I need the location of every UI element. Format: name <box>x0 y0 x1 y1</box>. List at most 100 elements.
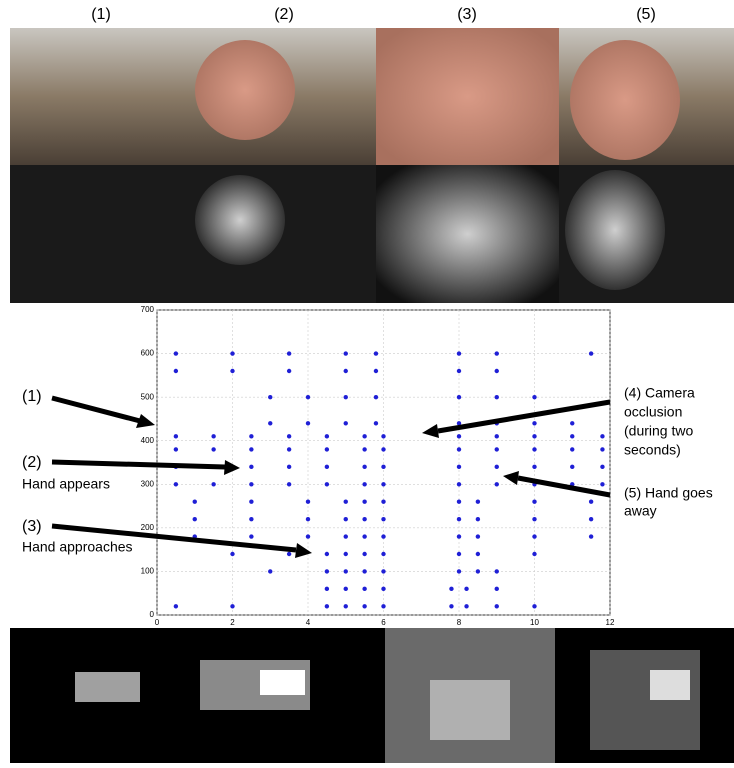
point <box>211 482 215 486</box>
point <box>381 482 385 486</box>
point <box>249 447 253 451</box>
panel-label: (1) <box>91 6 111 23</box>
point <box>457 395 461 399</box>
point <box>495 482 499 486</box>
figure: (1) (2) (3) (5) 024681012010020030040050… <box>0 0 734 763</box>
point <box>495 604 499 608</box>
photo <box>10 28 193 165</box>
point <box>230 369 234 373</box>
point <box>344 421 348 425</box>
point <box>174 604 178 608</box>
point <box>362 569 366 573</box>
y-tick-label: 0 <box>150 610 155 619</box>
point <box>532 604 536 608</box>
y-tick-label: 100 <box>141 567 155 576</box>
point <box>268 421 272 425</box>
point <box>287 482 291 486</box>
point <box>532 534 536 538</box>
annotation: (during two <box>624 423 693 439</box>
y-tick-label: 700 <box>141 305 155 314</box>
point <box>362 465 366 469</box>
point <box>325 465 329 469</box>
point <box>344 369 348 373</box>
point <box>457 500 461 504</box>
blob <box>260 670 305 695</box>
point <box>268 395 272 399</box>
panel-labels: (1) (2) (3) (5) <box>91 6 656 23</box>
blob <box>650 670 690 700</box>
point <box>325 482 329 486</box>
point <box>495 434 499 438</box>
point <box>306 534 310 538</box>
point <box>381 604 385 608</box>
panel-label: (5) <box>636 6 656 23</box>
point <box>449 604 453 608</box>
point <box>268 569 272 573</box>
y-tick-label: 600 <box>141 349 155 358</box>
point <box>464 604 468 608</box>
point <box>344 534 348 538</box>
point <box>174 447 178 451</box>
blob <box>430 680 510 740</box>
annotation: (1) <box>22 388 42 405</box>
point <box>287 552 291 556</box>
point <box>570 421 574 425</box>
point <box>344 587 348 591</box>
point <box>600 482 604 486</box>
point <box>249 465 253 469</box>
point <box>495 447 499 451</box>
point <box>374 421 378 425</box>
point <box>457 434 461 438</box>
gray-map <box>376 165 559 303</box>
x-tick-label: 6 <box>381 618 386 627</box>
annotation: away <box>624 503 657 519</box>
point <box>476 552 480 556</box>
annotation: Hand appears <box>22 476 110 492</box>
point <box>495 369 499 373</box>
arrow-head <box>136 414 155 428</box>
point <box>600 434 604 438</box>
point <box>249 434 253 438</box>
point <box>457 369 461 373</box>
point <box>495 351 499 355</box>
point <box>344 500 348 504</box>
point <box>476 569 480 573</box>
point <box>174 369 178 373</box>
point <box>495 587 499 591</box>
annotation: (5) Hand goes <box>624 485 713 501</box>
point <box>381 465 385 469</box>
point <box>306 517 310 521</box>
point <box>193 517 197 521</box>
point <box>374 369 378 373</box>
point <box>495 395 499 399</box>
point <box>457 569 461 573</box>
arrow <box>52 398 140 421</box>
point <box>532 395 536 399</box>
point <box>344 517 348 521</box>
panel-label: (2) <box>274 6 294 23</box>
point <box>287 447 291 451</box>
point <box>381 534 385 538</box>
point <box>287 351 291 355</box>
point <box>532 552 536 556</box>
point <box>325 552 329 556</box>
point <box>325 604 329 608</box>
x-tick-label: 12 <box>606 618 615 627</box>
point <box>211 447 215 451</box>
x-tick-label: 10 <box>530 618 539 627</box>
point <box>374 395 378 399</box>
point <box>381 552 385 556</box>
point <box>344 604 348 608</box>
point <box>457 552 461 556</box>
point <box>381 569 385 573</box>
point <box>589 351 593 355</box>
point <box>570 447 574 451</box>
point <box>600 447 604 451</box>
point <box>249 500 253 504</box>
point <box>362 517 366 521</box>
point <box>174 351 178 355</box>
point <box>362 587 366 591</box>
point <box>249 482 253 486</box>
point <box>570 465 574 469</box>
point <box>362 552 366 556</box>
